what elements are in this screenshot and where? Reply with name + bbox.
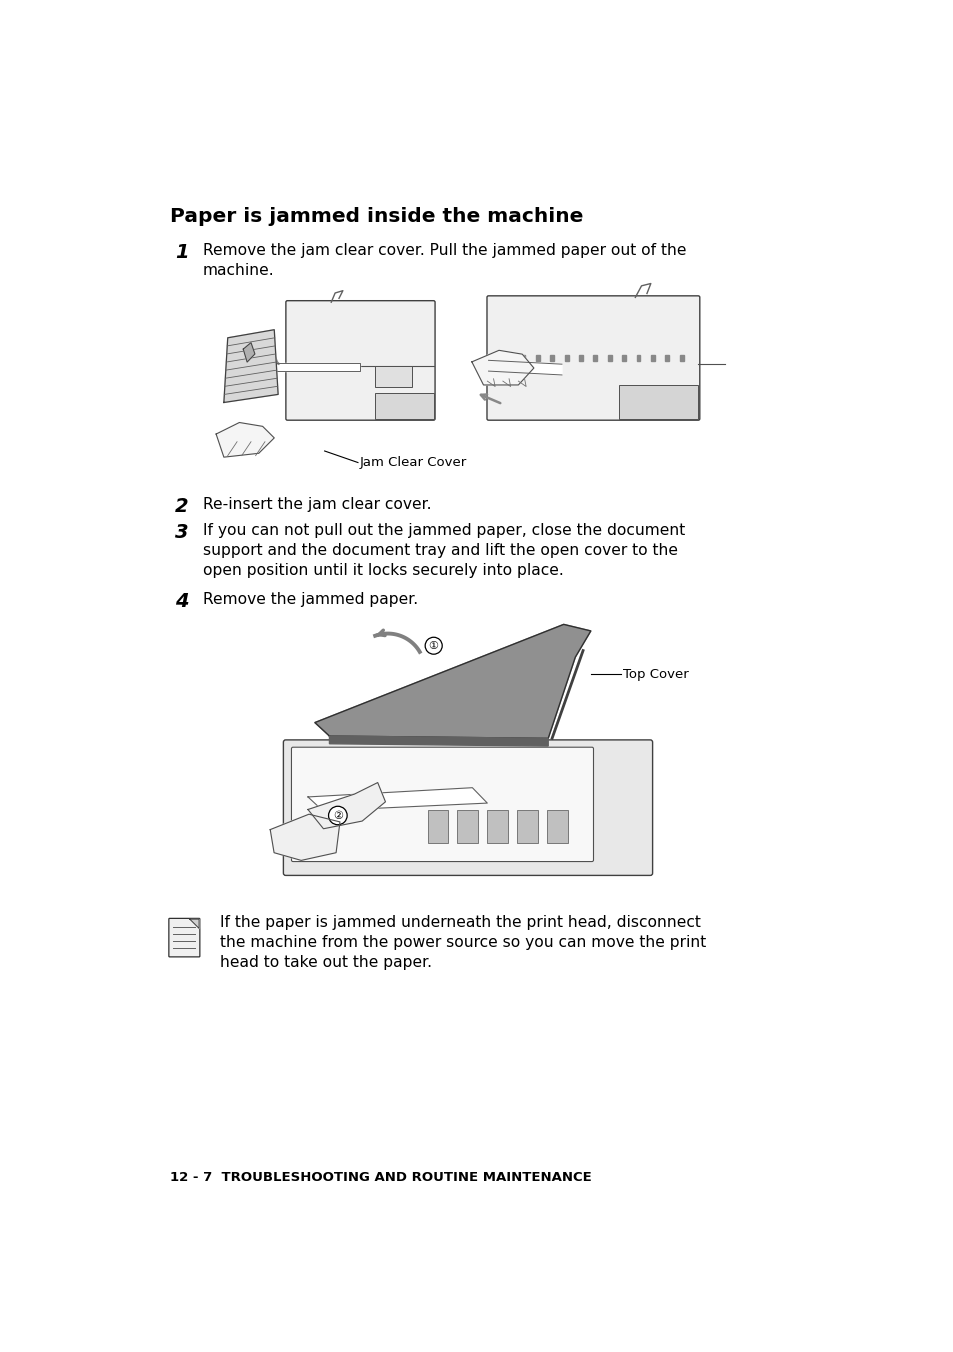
Polygon shape	[472, 350, 534, 385]
Polygon shape	[578, 356, 582, 361]
Polygon shape	[314, 625, 590, 738]
Text: 3: 3	[174, 523, 189, 542]
Polygon shape	[636, 356, 639, 361]
Polygon shape	[564, 356, 568, 361]
FancyBboxPatch shape	[292, 748, 593, 861]
Polygon shape	[517, 810, 537, 844]
FancyBboxPatch shape	[286, 300, 435, 420]
Polygon shape	[487, 810, 508, 844]
Text: Paper is jammed inside the machine: Paper is jammed inside the machine	[170, 207, 582, 226]
Polygon shape	[664, 356, 668, 361]
Text: Remove the jam clear cover. Pull the jammed paper out of the: Remove the jam clear cover. Pull the jam…	[203, 243, 686, 258]
Polygon shape	[270, 814, 339, 860]
Text: Jam Clear Cover: Jam Clear Cover	[359, 456, 466, 469]
Polygon shape	[190, 919, 199, 929]
Polygon shape	[488, 361, 561, 375]
Text: If the paper is jammed underneath the print head, disconnect: If the paper is jammed underneath the pr…	[220, 915, 700, 930]
Polygon shape	[308, 783, 385, 829]
Polygon shape	[375, 393, 433, 419]
Text: the machine from the power source so you can move the print: the machine from the power source so you…	[220, 936, 705, 950]
Text: ②: ②	[333, 810, 342, 821]
Circle shape	[425, 637, 442, 654]
Polygon shape	[329, 735, 548, 746]
Text: Top Cover: Top Cover	[622, 668, 688, 681]
Text: support and the document tray and lift the open cover to the: support and the document tray and lift t…	[203, 542, 678, 557]
Polygon shape	[536, 356, 539, 361]
Polygon shape	[621, 356, 625, 361]
Polygon shape	[272, 364, 360, 370]
Polygon shape	[607, 356, 611, 361]
FancyBboxPatch shape	[169, 918, 199, 957]
Polygon shape	[224, 330, 278, 403]
Polygon shape	[427, 810, 448, 844]
Text: open position until it locks securely into place.: open position until it locks securely in…	[203, 562, 563, 577]
Polygon shape	[308, 788, 487, 811]
Polygon shape	[550, 356, 554, 361]
FancyBboxPatch shape	[486, 296, 700, 420]
Text: ①: ①	[428, 641, 438, 650]
Text: 1: 1	[174, 243, 189, 262]
Text: machine.: machine.	[203, 264, 274, 279]
Polygon shape	[243, 342, 254, 362]
FancyBboxPatch shape	[283, 740, 652, 875]
Polygon shape	[546, 810, 567, 844]
Text: head to take out the paper.: head to take out the paper.	[220, 956, 432, 971]
Text: 2: 2	[174, 498, 189, 516]
Polygon shape	[521, 356, 525, 361]
Polygon shape	[679, 356, 683, 361]
Bar	[375, 366, 411, 387]
Text: If you can not pull out the jammed paper, close the document: If you can not pull out the jammed paper…	[203, 523, 684, 538]
Polygon shape	[507, 356, 511, 361]
Text: 12 - 7  TROUBLESHOOTING AND ROUTINE MAINTENANCE: 12 - 7 TROUBLESHOOTING AND ROUTINE MAINT…	[170, 1171, 591, 1184]
Polygon shape	[650, 356, 654, 361]
Polygon shape	[456, 810, 477, 844]
Polygon shape	[216, 422, 274, 457]
Circle shape	[328, 806, 347, 825]
Polygon shape	[618, 385, 698, 419]
Text: 4: 4	[174, 592, 189, 611]
Polygon shape	[593, 356, 597, 361]
Text: Remove the jammed paper.: Remove the jammed paper.	[203, 592, 417, 607]
Polygon shape	[492, 356, 497, 361]
Text: Re-insert the jam clear cover.: Re-insert the jam clear cover.	[203, 498, 431, 512]
